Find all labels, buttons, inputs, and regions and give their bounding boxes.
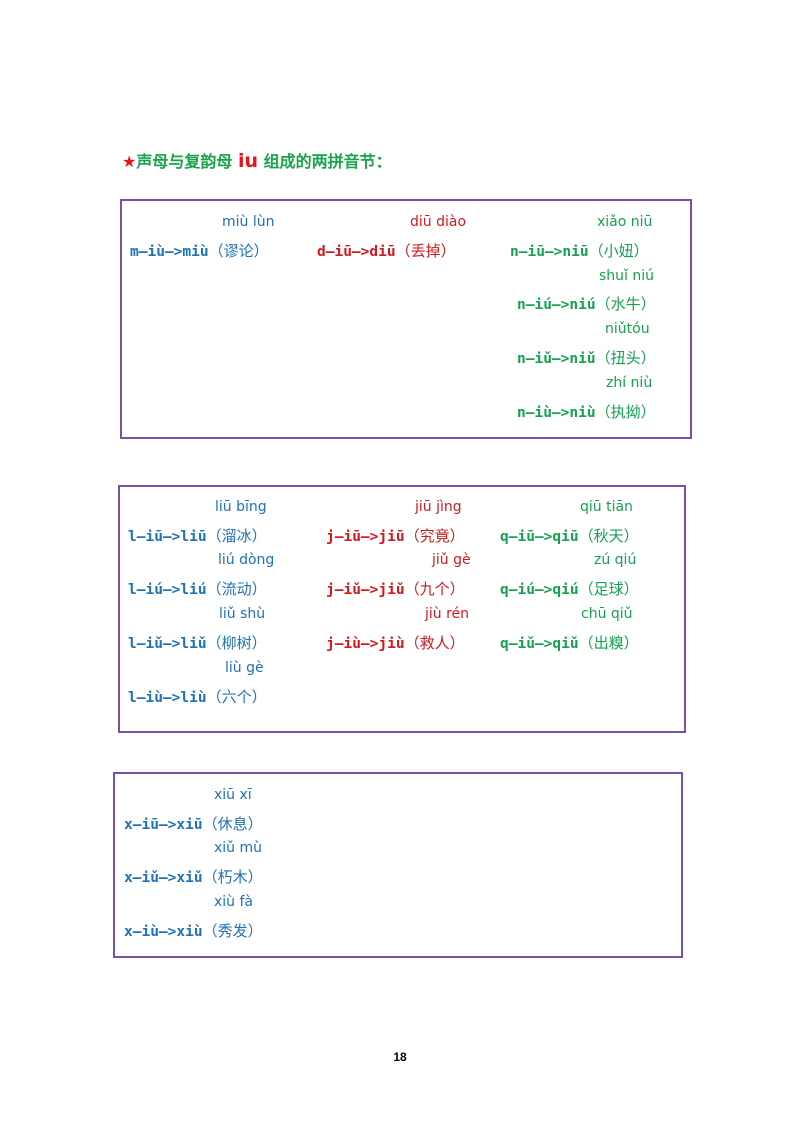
pinyin-label: xiù fà bbox=[214, 894, 254, 910]
spelling-line: j—iù—>jiù（救人） bbox=[326, 634, 465, 652]
pinyin-label: shuǐ niú bbox=[599, 268, 655, 284]
syllable-box-3 bbox=[113, 772, 683, 958]
spelling-line: n—iù—>niù（执拗） bbox=[517, 403, 656, 421]
spelling-line: l—iǔ—>liǔ（柳树） bbox=[128, 634, 267, 652]
spelling-line: x—iǔ—>xiǔ（朽木） bbox=[124, 868, 263, 886]
pinyin-label: zú qiú bbox=[594, 552, 637, 568]
pinyin-label: xiǎo niū bbox=[597, 214, 653, 230]
pinyin-label: diū diào bbox=[410, 214, 467, 230]
spelling-line: n—iū—>niū（小妞） bbox=[510, 242, 649, 260]
spelling-line: q—iū—>qiū（秋天） bbox=[500, 527, 639, 545]
pinyin-label: qiū tiān bbox=[580, 499, 633, 515]
spelling-line: j—iǔ—>jiǔ（九个） bbox=[326, 580, 465, 598]
spelling-line: d—iū—>diū（丢掉） bbox=[317, 242, 456, 260]
heading-prefix: 声母与复韵母 bbox=[136, 152, 233, 171]
heading-suffix: 组成的两拼音节： bbox=[263, 152, 392, 171]
pinyin-label: jiū jìng bbox=[415, 499, 462, 515]
page-number: 18 bbox=[393, 1050, 407, 1064]
pinyin-label: liú dòng bbox=[218, 552, 275, 568]
spelling-line: q—iǔ—>qiǔ（出糗） bbox=[500, 634, 639, 652]
spelling-line: x—iū—>xiū（休息） bbox=[124, 815, 263, 833]
pinyin-label: xiǔ mù bbox=[214, 840, 263, 856]
pinyin-label: niǔtóu bbox=[605, 321, 650, 337]
pinyin-label: zhí niù bbox=[606, 375, 653, 391]
spelling-line: l—iù—>liù（六个） bbox=[128, 688, 267, 706]
section-heading: ★声母与复韵母 iu 组成的两拼音节： bbox=[122, 148, 392, 172]
syllable-box-1 bbox=[120, 199, 692, 439]
pinyin-label: miù lùn bbox=[222, 214, 275, 230]
spelling-line: q—iú—>qiú（足球） bbox=[500, 580, 639, 598]
spelling-line: l—iū—>liū（溜冰） bbox=[128, 527, 267, 545]
pinyin-label: jiǔ gè bbox=[432, 552, 471, 568]
spelling-line: m—iù—>miù（谬论） bbox=[130, 242, 269, 260]
heading-iu: iu bbox=[237, 150, 258, 172]
spelling-line: n—iú—>niú（水牛） bbox=[517, 295, 656, 313]
pinyin-label: xiū xī bbox=[214, 787, 252, 803]
star-icon: ★ bbox=[122, 152, 137, 171]
syllable-box-2 bbox=[118, 485, 686, 733]
pinyin-label: liǔ shù bbox=[219, 606, 266, 622]
spelling-line: x—iù—>xiù（秀发） bbox=[124, 922, 263, 940]
pinyin-label: chū qiǔ bbox=[581, 606, 633, 622]
spelling-line: l—iú—>liú（流动） bbox=[128, 580, 267, 598]
spelling-line: n—iǔ—>niǔ（扭头） bbox=[517, 349, 656, 367]
spelling-line: j—iū—>jiū（究竟） bbox=[326, 527, 465, 545]
pinyin-label: liū bīng bbox=[215, 499, 267, 515]
pinyin-label: jiù rén bbox=[425, 606, 470, 622]
pinyin-label: liù gè bbox=[225, 660, 264, 676]
